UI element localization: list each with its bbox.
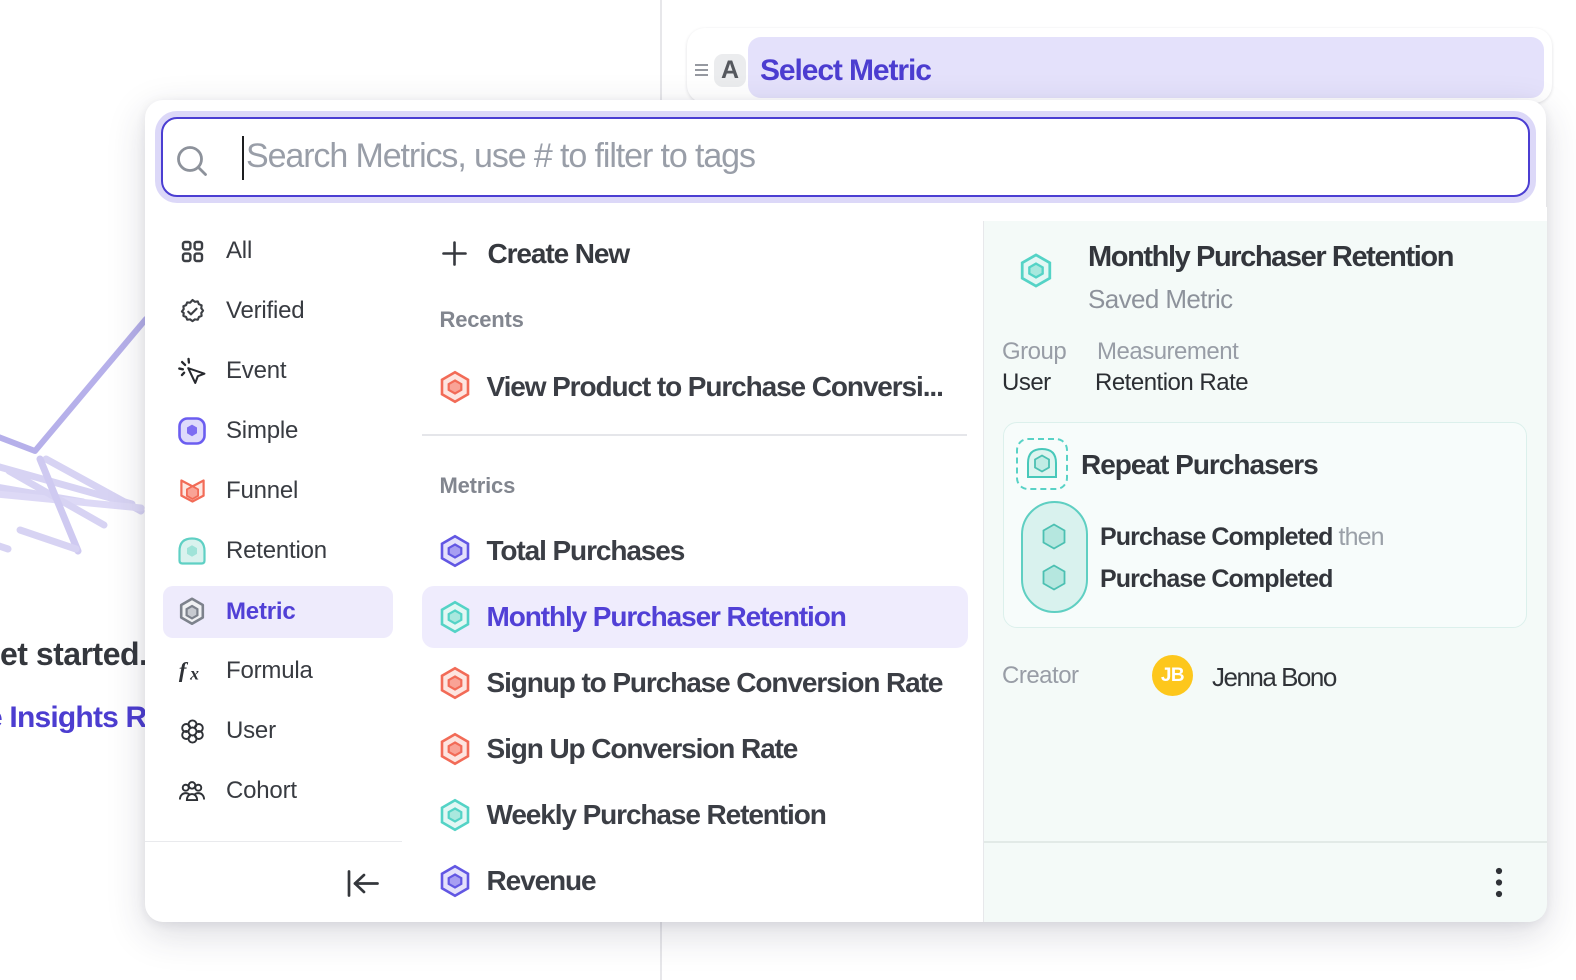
svg-text:x: x xyxy=(189,663,199,683)
svg-text:f: f xyxy=(179,658,189,683)
